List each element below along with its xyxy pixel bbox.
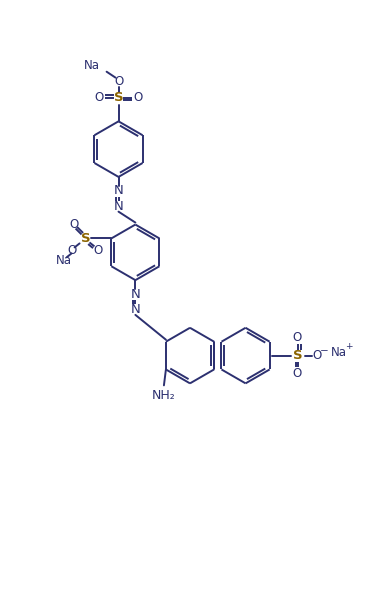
Text: Na: Na: [331, 346, 347, 359]
Text: N: N: [130, 303, 140, 316]
Text: NH₂: NH₂: [152, 389, 176, 402]
Text: −: −: [320, 346, 328, 356]
Text: O: O: [94, 91, 103, 104]
Text: O: O: [293, 331, 302, 344]
Text: +: +: [345, 342, 353, 351]
Text: S: S: [81, 232, 90, 245]
Text: O: O: [134, 91, 143, 104]
Text: Na: Na: [56, 254, 72, 267]
Text: S: S: [292, 349, 302, 362]
Text: S: S: [114, 91, 123, 104]
Text: O: O: [67, 244, 76, 257]
Text: O: O: [94, 244, 103, 257]
Text: O: O: [313, 349, 322, 362]
Text: O: O: [69, 218, 78, 231]
Text: O: O: [114, 75, 123, 88]
Text: Na: Na: [84, 59, 100, 72]
Text: N: N: [130, 288, 140, 301]
Text: N: N: [114, 184, 123, 197]
Text: O: O: [293, 367, 302, 380]
Text: N: N: [114, 200, 123, 213]
